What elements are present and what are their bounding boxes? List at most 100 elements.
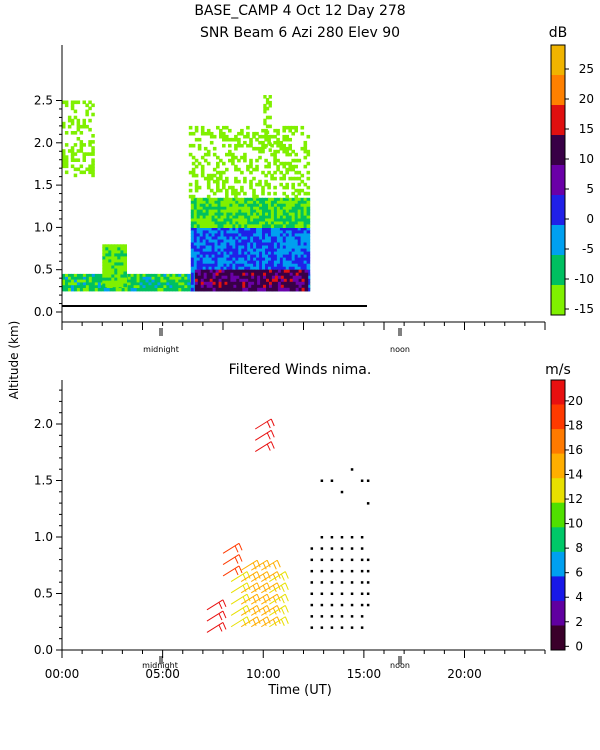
snr-cell — [76, 121, 81, 126]
snr-cell — [212, 281, 217, 286]
snr-cell — [236, 272, 240, 277]
snr-cell — [85, 152, 89, 156]
snr-cell — [193, 218, 198, 223]
snr-cell — [199, 215, 204, 220]
snr-cell — [197, 272, 202, 277]
snr-cell — [286, 278, 291, 283]
snr-cell — [91, 152, 95, 156]
snr-cell — [259, 221, 263, 226]
snr-cell — [304, 278, 309, 283]
snr-cell — [238, 209, 242, 214]
snr-cell — [239, 284, 243, 289]
snr-cell — [202, 233, 207, 237]
snr-cell — [73, 288, 78, 292]
snr-cell — [282, 233, 287, 237]
snr-cell — [226, 224, 230, 228]
snr-cell — [244, 200, 248, 205]
snr-colorbar-label: -5 — [582, 242, 594, 256]
snr-cell — [276, 149, 280, 154]
snr-cell — [261, 146, 265, 151]
calm-point — [320, 581, 324, 584]
snr-cell — [282, 236, 287, 241]
snr-cell — [230, 281, 234, 286]
snr-cell — [208, 200, 213, 205]
snr-cell — [226, 233, 230, 237]
snr-cell — [215, 272, 220, 277]
snr-cell — [67, 124, 72, 129]
snr-cell — [289, 269, 294, 274]
snr-cell — [276, 221, 281, 226]
snr-cell — [206, 179, 211, 184]
snr-colorbar-label: 0 — [586, 212, 594, 226]
snr-cell — [108, 244, 112, 248]
snr-cell — [262, 245, 266, 250]
wind-barb-shaft — [222, 542, 240, 554]
snr-cell — [265, 236, 269, 241]
snr-cell — [88, 273, 93, 278]
snr-cell — [241, 257, 245, 262]
wind-barb — [240, 593, 261, 605]
snr-cell — [219, 173, 223, 178]
snr-cell — [196, 197, 201, 202]
snr-cell — [273, 218, 278, 223]
snr-cell — [282, 143, 286, 148]
snr-cell — [273, 230, 278, 234]
snr-cell — [91, 103, 95, 108]
snr-cell — [223, 245, 228, 250]
snr-cell — [282, 221, 287, 226]
snr-cell — [200, 269, 205, 274]
snr-cell — [282, 239, 287, 244]
calm-point — [350, 536, 354, 539]
wind-barb-shaft — [250, 593, 268, 605]
snr-cell — [76, 149, 81, 153]
snr-cell — [223, 206, 228, 211]
wind-barb-flag — [262, 607, 267, 615]
snr-cell — [160, 288, 164, 292]
snr-cell — [282, 134, 286, 139]
snr-cell — [247, 236, 251, 241]
snr-cell — [280, 275, 285, 280]
snr-region — [102, 244, 127, 288]
snr-cell — [238, 203, 242, 208]
calm-point — [340, 592, 344, 595]
snr-cell — [232, 203, 236, 208]
calm-point — [330, 558, 334, 562]
snr-cell — [229, 200, 233, 205]
snr-cell — [259, 263, 263, 268]
snr-cell — [306, 278, 311, 283]
snr-cell — [105, 268, 109, 273]
snr-cell — [76, 167, 81, 172]
snr-cell — [191, 170, 196, 175]
snr-cell — [190, 236, 195, 241]
wind-barb-flag — [242, 596, 247, 604]
snr-cell — [73, 273, 78, 278]
wind-barb-flag — [218, 613, 223, 621]
snr-cell — [187, 288, 191, 292]
snr-cell — [212, 278, 217, 283]
snr-cell — [234, 146, 238, 151]
wind-barb-flag — [284, 582, 289, 591]
snr-cell — [205, 266, 210, 271]
snr-cell — [105, 277, 109, 282]
snr-y-tick-label: 1.5 — [34, 178, 53, 192]
snr-cell — [282, 149, 286, 154]
snr-cell — [197, 287, 202, 292]
snr-cell — [301, 269, 306, 274]
snr-cell — [298, 281, 303, 286]
snr-cell — [254, 269, 258, 274]
snr-cell — [303, 236, 308, 241]
snr-cell — [145, 279, 150, 283]
snr-cell — [300, 254, 305, 259]
snr-cell — [265, 257, 269, 262]
snr-cell — [193, 260, 198, 265]
snr-cell — [154, 279, 159, 283]
snr-cell — [268, 248, 272, 253]
snr-cell — [68, 285, 72, 289]
snr-cell — [280, 281, 285, 286]
snr-cell — [274, 269, 279, 274]
snr-cell — [229, 221, 233, 226]
snr-cell — [114, 247, 118, 251]
snr-cell — [262, 263, 266, 268]
snr-cell — [202, 251, 207, 256]
snr-cell — [193, 200, 198, 205]
